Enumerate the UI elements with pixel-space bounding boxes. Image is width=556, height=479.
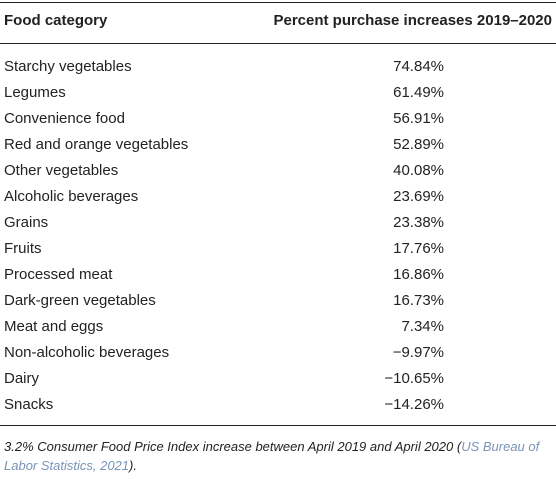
footnote-suffix: ).: [129, 458, 137, 473]
food-category-cell: Dark-green vegetables: [4, 292, 156, 309]
percent-increase-cell: 52.89%: [393, 136, 444, 153]
percent-increase-cell: −10.65%: [384, 370, 444, 387]
percent-increase-cell: 74.84%: [393, 58, 444, 75]
table-row: Legumes 61.49%: [0, 80, 556, 106]
food-category-cell: Meat and eggs: [4, 318, 104, 335]
table-body: Starchy vegetables 74.84% Legumes 61.49% Con…: [0, 54, 556, 418]
percent-increase-cell: 7.34%: [401, 318, 444, 335]
food-category-cell: Non-alcoholic beverages: [4, 344, 170, 361]
table-header-rule: [0, 43, 556, 44]
percent-increase-cell: 17.76%: [393, 240, 444, 257]
table-row: Convenience food 56.91%: [0, 106, 556, 132]
percent-increase-cell: 23.69%: [393, 188, 444, 205]
table-row: Meat and eggs 7.34%: [0, 314, 556, 340]
table-row: Processed meat 16.86%: [0, 262, 556, 288]
food-category-cell: Fruits: [4, 240, 42, 257]
percent-increase-cell: 56.91%: [393, 110, 444, 127]
table-row: Red and orange vegetables 52.89%: [0, 132, 556, 158]
table-row: Non-alcoholic beverages −9.97%: [0, 340, 556, 366]
percent-increase-cell: 23.38%: [393, 214, 444, 231]
food-category-cell: Alcoholic beverages: [4, 188, 139, 205]
table-row: Fruits 17.76%: [0, 236, 556, 262]
percent-increase-cell: 40.08%: [393, 162, 444, 179]
food-category-cell: Other vegetables: [4, 162, 119, 179]
food-category-cell: Red and orange vegetables: [4, 136, 189, 153]
table-bottom-rule: [0, 425, 556, 426]
percent-increase-cell: 16.73%: [393, 292, 444, 309]
food-category-cell: Dairy: [4, 370, 40, 387]
food-category-cell: Processed meat: [4, 266, 113, 283]
table-top-rule: [0, 2, 556, 3]
food-category-cell: Convenience food: [4, 110, 125, 127]
food-category-cell: Snacks: [4, 396, 54, 413]
table-row: Starchy vegetables 74.84%: [0, 54, 556, 80]
table-row: Grains 23.38%: [0, 210, 556, 236]
table-row: Snacks −14.26%: [0, 392, 556, 418]
food-category-cell: Starchy vegetables: [4, 58, 132, 75]
percent-increase-cell: 16.86%: [393, 266, 444, 283]
table-row: Other vegetables 40.08%: [0, 158, 556, 184]
percent-increase-cell: −9.97%: [392, 344, 444, 361]
food-category-cell: Grains: [4, 214, 49, 231]
percent-increase-cell: −14.26%: [384, 396, 444, 413]
table-row: Dark-green vegetables 16.73%: [0, 288, 556, 314]
percent-increase-cell: 61.49%: [393, 84, 444, 101]
table-footnote: 3.2% Consumer Food Price Index increase …: [4, 437, 550, 475]
food-category-cell: Legumes: [4, 84, 66, 101]
table-row: Alcoholic beverages 23.69%: [0, 184, 556, 210]
table-row: Dairy −10.65%: [0, 366, 556, 392]
footnote-citation-link[interactable]: US Bureau of Labor Statistics, 2021: [4, 439, 540, 473]
column-header-food-category: Food category: [4, 12, 108, 29]
footnote-text: 3.2% Consumer Food Price Index increase …: [4, 439, 462, 454]
column-header-percent-increase: Percent purchase increases 2019–2020: [273, 12, 552, 29]
